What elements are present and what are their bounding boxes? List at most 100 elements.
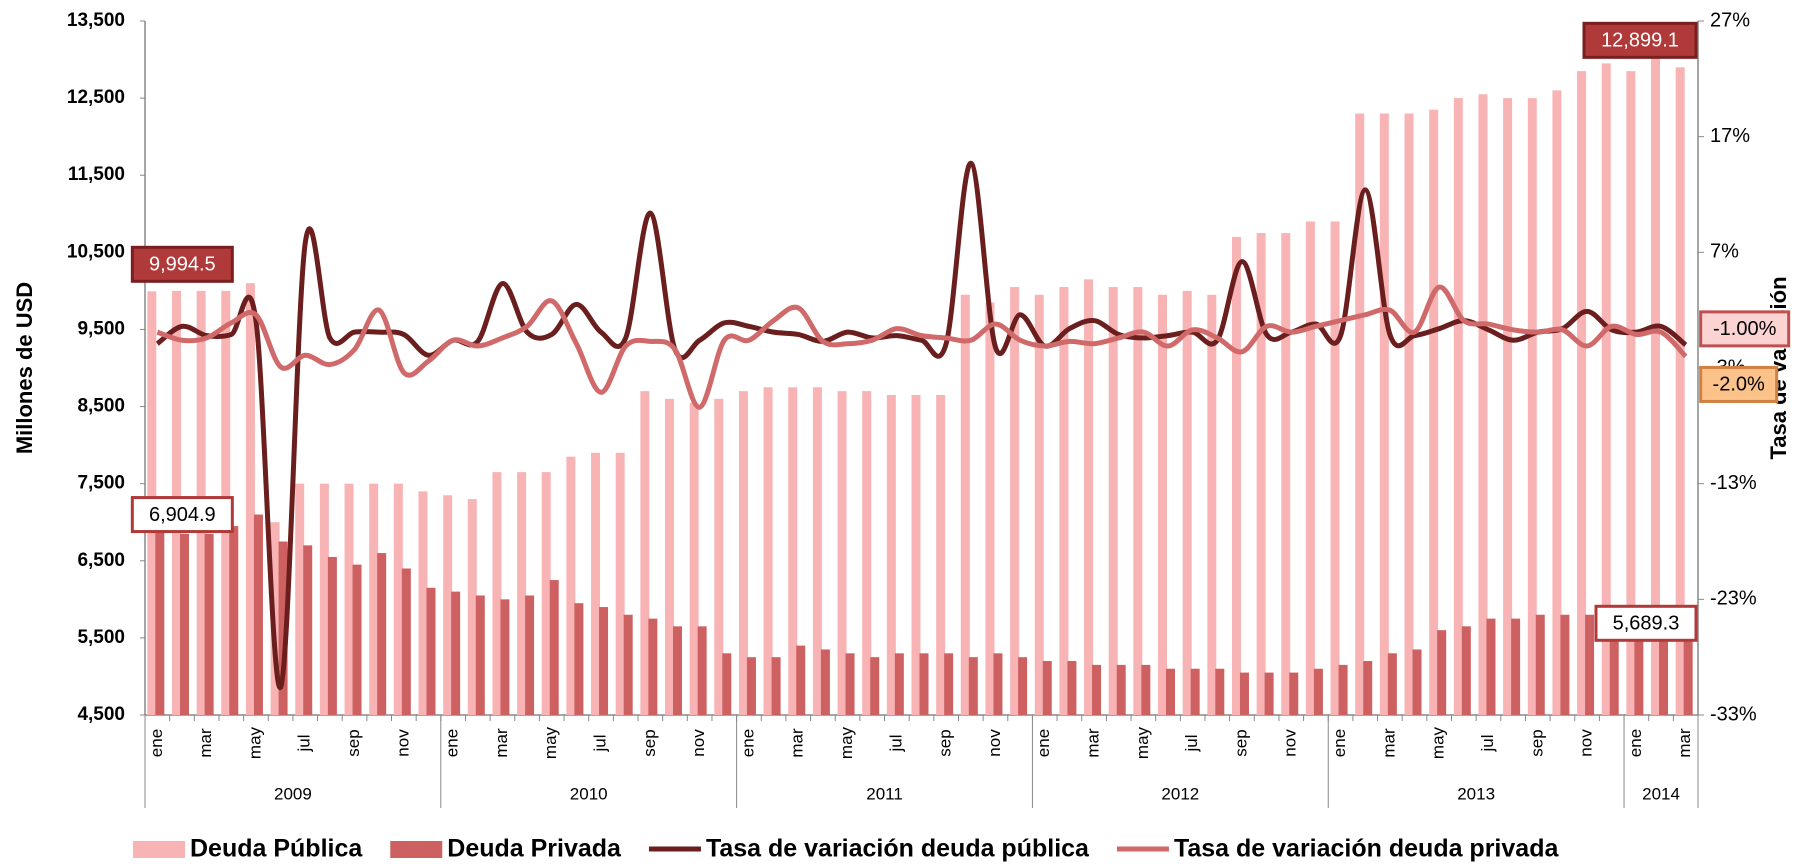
value-label-box — [1582, 21, 1698, 59]
bar — [352, 564, 362, 715]
x-tick-label: jul — [886, 734, 905, 752]
bar — [837, 391, 847, 715]
bar — [722, 653, 732, 715]
bar — [919, 653, 929, 715]
bar — [1601, 63, 1611, 715]
y2-tick-label: 27% — [1710, 9, 1750, 31]
bar — [467, 499, 477, 715]
bar — [426, 587, 436, 715]
bar — [1560, 614, 1570, 715]
bar — [1215, 668, 1225, 715]
bar — [1338, 664, 1348, 715]
legend-swatch — [133, 841, 185, 858]
x-tick-label: may — [245, 726, 264, 759]
y2-tick-label: -33% — [1710, 703, 1757, 725]
x-tick-label: jul — [591, 734, 610, 752]
bar — [1437, 630, 1447, 715]
x-tick-label: sep — [344, 729, 363, 756]
x-tick-label: ene — [1626, 729, 1645, 757]
bar — [1166, 668, 1176, 715]
bar — [1084, 279, 1094, 715]
bar — [517, 472, 527, 715]
bar — [566, 456, 576, 715]
x-tick-label: may — [1429, 726, 1448, 759]
year-label: 2013 — [1457, 784, 1495, 803]
bar — [1429, 109, 1439, 715]
y2-tick-label: -13% — [1710, 472, 1757, 494]
x-tick-label: mar — [1675, 728, 1694, 758]
bar — [1313, 668, 1323, 715]
bar — [1042, 661, 1052, 715]
bar — [1527, 98, 1537, 716]
bar — [714, 398, 724, 715]
bar — [1577, 71, 1587, 716]
year-label: 2011 — [866, 784, 903, 803]
bar — [1659, 618, 1669, 715]
bar — [771, 657, 781, 715]
bar — [985, 302, 995, 715]
bar — [623, 614, 633, 715]
x-tick-label: mar — [1379, 728, 1398, 758]
x-tick-label: nov — [393, 729, 412, 757]
bar — [1207, 294, 1217, 715]
x-tick-label: may — [541, 726, 560, 759]
legend-label: Deuda Privada — [447, 835, 622, 863]
y-tick-label: 8,500 — [77, 396, 125, 417]
bar — [1010, 287, 1020, 715]
bar — [1379, 113, 1389, 716]
x-tick-label: mar — [1084, 728, 1103, 758]
y-tick-label: 13,500 — [67, 10, 125, 31]
bar — [820, 649, 830, 715]
y-tick-label: 4,500 — [77, 704, 125, 725]
bar — [377, 553, 387, 715]
y-tick-label: 11,500 — [68, 164, 125, 185]
year-label: 2014 — [1642, 784, 1680, 803]
bar — [746, 657, 756, 715]
y-axis-title: Millones de USD — [12, 282, 37, 454]
bar — [253, 514, 263, 715]
bar — [393, 483, 403, 715]
bar — [401, 568, 411, 715]
bar — [500, 599, 510, 715]
y-tick-label: 10,500 — [67, 241, 125, 262]
bar — [1651, 55, 1661, 715]
bar — [303, 545, 313, 715]
bar — [1239, 672, 1249, 715]
value-label-box — [1594, 604, 1698, 642]
bar — [1264, 672, 1274, 715]
bar — [911, 394, 921, 715]
bar — [1231, 236, 1241, 715]
bar — [1503, 98, 1513, 716]
bar — [1478, 94, 1488, 715]
bar — [968, 657, 978, 715]
bar — [1281, 233, 1291, 716]
bar — [812, 387, 822, 715]
bar — [1609, 618, 1619, 715]
bar — [179, 533, 189, 715]
bar — [1626, 71, 1636, 716]
bar — [492, 472, 502, 715]
bar — [344, 483, 354, 715]
bar — [1634, 622, 1644, 715]
bar — [574, 603, 584, 715]
y2-tick-label: -23% — [1710, 588, 1757, 610]
value-label: -1.00% — [1713, 318, 1777, 340]
x-tick-label: sep — [640, 729, 659, 756]
bar — [1092, 664, 1102, 715]
bar — [1330, 221, 1340, 715]
y2-tick-label: 17% — [1710, 125, 1750, 147]
x-tick-label: sep — [936, 729, 955, 756]
bar — [936, 394, 946, 715]
bar — [788, 387, 798, 715]
bar — [1133, 287, 1143, 715]
x-tick-label: ene — [443, 729, 462, 757]
y2-tick-label: 7% — [1710, 241, 1739, 263]
y-tick-label: 7,500 — [77, 473, 125, 494]
bar — [1256, 233, 1266, 716]
bar — [1116, 664, 1126, 715]
x-tick-label: sep — [1231, 729, 1250, 756]
bar — [1034, 294, 1044, 715]
value-label-box — [1699, 310, 1791, 348]
legend-label: Tasa de variación deuda pública — [706, 835, 1090, 863]
